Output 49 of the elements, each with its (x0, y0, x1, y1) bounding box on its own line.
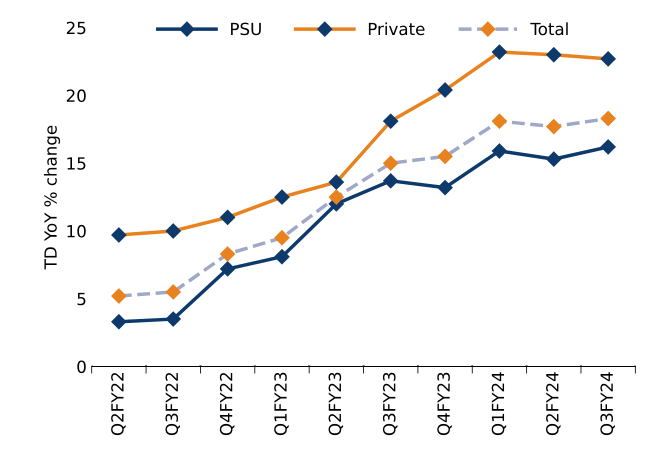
point (328, 174, 344, 190)
y-axis-title: TD YoY % change (44, 126, 60, 270)
point (438, 180, 453, 196)
x-tick-label: Q3FY23 (382, 372, 398, 436)
y-tick-label: 15 (67, 157, 86, 170)
y-tick-label: 25 (66, 22, 86, 34)
point (274, 249, 290, 264)
point (220, 210, 236, 225)
point (111, 227, 126, 243)
point (166, 284, 181, 300)
x-tick-label: Q4FY23 (437, 372, 452, 436)
x-tick-label: Q1FY23 (274, 372, 289, 436)
y-tick-label: 5 (78, 292, 86, 306)
point (220, 246, 236, 262)
point (438, 148, 453, 164)
y-tick-label: 10 (67, 224, 86, 238)
point (111, 288, 126, 304)
x-tick-label: Q4FY22 (220, 373, 234, 436)
x-tick-label: Q3FY22 (165, 373, 180, 436)
x-tick-label: Q2FY24 (546, 372, 561, 436)
x-tick-label: Q3FY24 (600, 372, 615, 436)
legend-label: Private (368, 22, 424, 36)
point (492, 143, 508, 159)
point (111, 314, 126, 330)
point (438, 82, 453, 98)
legend-label: Total (530, 22, 568, 36)
point (600, 51, 616, 66)
point (383, 114, 398, 129)
point (383, 156, 398, 171)
point (220, 261, 236, 276)
point (166, 311, 181, 327)
y-tick-label: 20 (66, 89, 86, 102)
point (383, 173, 398, 188)
point (492, 44, 508, 60)
point (274, 230, 290, 246)
point (546, 47, 562, 62)
point (546, 119, 562, 134)
point (600, 110, 616, 126)
y-tick-label: 0 (77, 360, 86, 374)
x-tick-label: Q2FY23 (328, 372, 344, 436)
point (274, 190, 290, 205)
legend-label: PSU (231, 22, 261, 36)
point (328, 190, 344, 205)
point (546, 152, 562, 167)
x-tick-label: Q2FY22 (111, 373, 126, 436)
point (492, 114, 508, 129)
point (166, 223, 181, 239)
point (600, 139, 616, 154)
x-tick-label: Q1FY24 (492, 372, 506, 436)
